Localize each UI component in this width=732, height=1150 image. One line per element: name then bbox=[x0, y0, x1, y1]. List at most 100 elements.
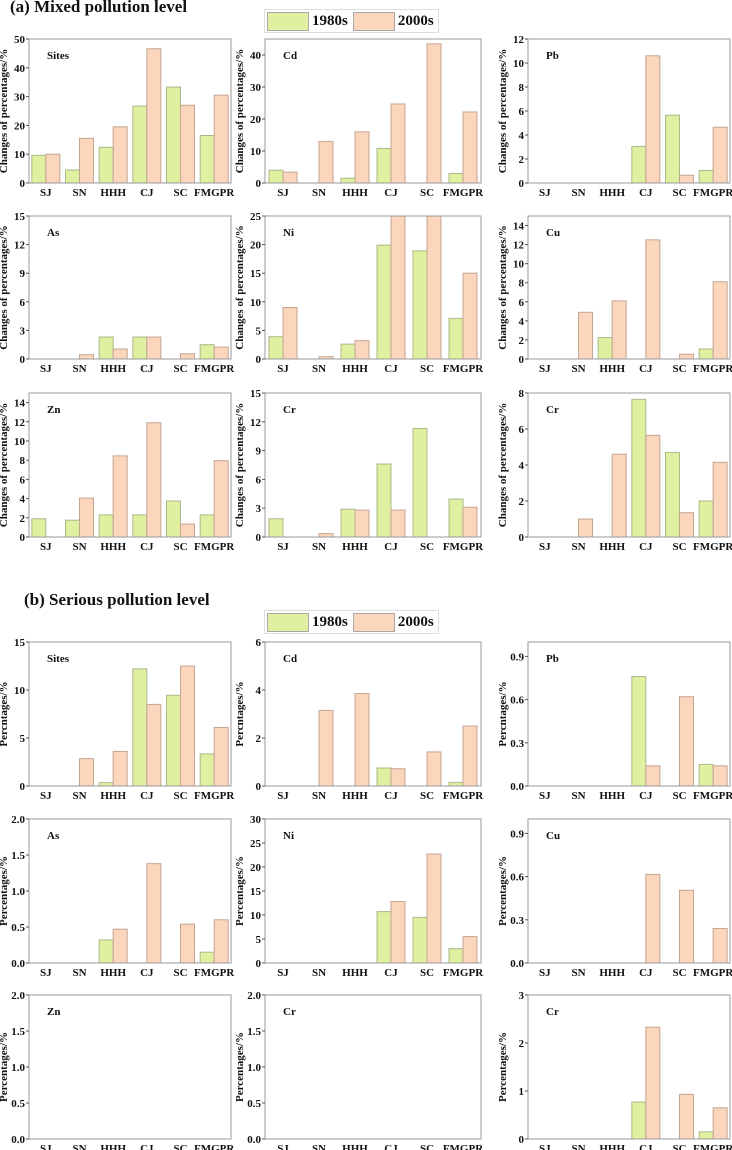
x-tick-label: FMGPR bbox=[693, 187, 732, 199]
y-tick-label: 0 bbox=[519, 532, 525, 544]
legend-swatch-2000s bbox=[352, 11, 395, 31]
section-a-title: (a) Mixed pollution level bbox=[10, 0, 188, 16]
x-tick-label: HHH bbox=[342, 1143, 368, 1150]
y-axis-label: Changes of percentages/% bbox=[497, 225, 509, 349]
chart-panel-cr: 0 3 6 9 12 15 SJ SN HHH CJ SC FMGPR Cr Changes of per… bbox=[234, 388, 484, 553]
x-tick-label: CJ bbox=[384, 1143, 398, 1150]
y-tick-label: 15 bbox=[250, 886, 262, 898]
x-tick-label: FMGPR bbox=[443, 1143, 484, 1150]
bar-1980s-sc bbox=[166, 694, 181, 787]
bar-1980s-hhh bbox=[340, 177, 356, 184]
y-tick-label: 30 bbox=[250, 814, 262, 826]
x-tick-label: CJ bbox=[639, 363, 653, 375]
y-tick-label: 10 bbox=[250, 297, 262, 309]
y-tick-label: 2.0 bbox=[11, 814, 25, 826]
bar-2000s-sc bbox=[180, 665, 195, 787]
y-tick-label: 1.0 bbox=[11, 886, 25, 898]
panel-title: Sites bbox=[47, 50, 70, 62]
bar-1980s-cj bbox=[376, 911, 392, 964]
bar-2000s-fmgpr bbox=[213, 346, 229, 360]
bar-1980s-cj bbox=[132, 514, 148, 538]
y-tick-label: 0 bbox=[256, 178, 262, 190]
y-tick-label: 8 bbox=[519, 388, 525, 400]
plot-frame bbox=[28, 818, 232, 964]
y-tick-label: 1.5 bbox=[11, 850, 25, 862]
y-tick-label: 0.9 bbox=[510, 651, 524, 663]
bar-2000s-sj bbox=[282, 307, 298, 360]
y-axis-label: Changes of percentages/% bbox=[0, 49, 10, 173]
plot-frame bbox=[264, 641, 482, 787]
legend-label-1980s: 1980s bbox=[312, 12, 348, 29]
y-tick-label: 0 bbox=[519, 1134, 525, 1146]
plot-frame bbox=[28, 392, 232, 538]
bar-1980s-fmgpr bbox=[199, 344, 215, 360]
y-tick-label: 12 bbox=[14, 240, 26, 252]
y-tick-label: 3 bbox=[519, 990, 525, 1002]
bar-2000s-sn bbox=[578, 311, 593, 360]
bar-2000s-hhh bbox=[354, 340, 370, 360]
bar-2000s-hhh bbox=[354, 131, 370, 184]
bar-2000s-sn bbox=[79, 758, 94, 787]
x-tick-label: SN bbox=[312, 187, 326, 199]
x-tick-label: CJ bbox=[140, 541, 154, 553]
x-tick-label: SJ bbox=[539, 967, 551, 979]
x-tick-label: FMGPR bbox=[194, 967, 235, 979]
x-tick-label: SJ bbox=[277, 967, 289, 979]
x-tick-label: HHH bbox=[599, 541, 625, 553]
bar-1980s-sn bbox=[65, 519, 80, 538]
x-tick-label: HHH bbox=[342, 363, 368, 375]
bar-2000s-hhh bbox=[354, 693, 370, 787]
y-tick-label: 8 bbox=[519, 82, 525, 94]
x-tick-label: CJ bbox=[639, 790, 653, 802]
panel-title: Cd bbox=[283, 653, 297, 665]
bar-2000s-cj bbox=[146, 422, 162, 538]
bar-2000s-fmgpr bbox=[712, 1107, 728, 1140]
bar-1980s-hhh bbox=[340, 343, 356, 360]
bar-1980s-fmgpr bbox=[199, 753, 215, 787]
x-tick-label: CJ bbox=[384, 790, 398, 802]
plot-frame bbox=[527, 641, 731, 787]
x-tick-label: SJ bbox=[539, 1143, 551, 1150]
bar-2000s-sn bbox=[318, 533, 334, 538]
y-tick-label: 0.9 bbox=[510, 828, 524, 840]
bar-1980s-fmgpr bbox=[448, 948, 464, 964]
y-tick-label: 0.0 bbox=[11, 1134, 25, 1146]
y-tick-label: 2 bbox=[20, 513, 26, 525]
bar-1980s-fmgpr bbox=[698, 169, 714, 184]
y-axis-label: Percentages/% bbox=[234, 856, 246, 926]
bar-1980s-cj bbox=[376, 147, 392, 184]
x-tick-label: SN bbox=[72, 1143, 86, 1150]
bar-2000s-sc bbox=[426, 215, 442, 360]
x-tick-label: SN bbox=[571, 541, 585, 553]
y-axis-label: Percntages/% bbox=[497, 681, 509, 746]
y-tick-label: 25 bbox=[250, 838, 262, 850]
y-axis-label: Percentages/% bbox=[0, 1032, 10, 1102]
x-tick-label: CJ bbox=[384, 967, 398, 979]
y-axis-label: Changes of percentages/% bbox=[234, 49, 246, 173]
bar-2000s-hhh bbox=[112, 928, 128, 964]
bar-1980s-hhh bbox=[597, 337, 613, 360]
chart-panel-cu: 0.0 0.3 0.6 0.9 SJ SN HHH CJ SC FMGPR Cu Percentage… bbox=[497, 818, 732, 979]
bar-2000s-fmgpr bbox=[462, 111, 478, 184]
y-tick-label: 4 bbox=[256, 685, 262, 697]
x-tick-label: CJ bbox=[384, 187, 398, 199]
panel-title: Cu bbox=[546, 830, 560, 842]
bar-2000s-hhh bbox=[112, 348, 128, 360]
y-tick-label: 1.0 bbox=[247, 1062, 261, 1074]
x-tick-label: SN bbox=[571, 363, 585, 375]
y-tick-label: 15 bbox=[250, 268, 262, 280]
x-tick-label: FMGPR bbox=[194, 363, 235, 375]
legend-label-2000s: 2000s bbox=[397, 12, 434, 29]
chart-panel-pb: 0 2 4 6 8 10 12 SJ SN HHH CJ SC FMGPR Pb Changes of pe… bbox=[497, 34, 732, 199]
plot-frame bbox=[264, 392, 482, 538]
bar-2000s-cj bbox=[645, 55, 661, 184]
y-tick-label: 4 bbox=[519, 130, 525, 142]
plot-frame bbox=[28, 38, 232, 184]
y-tick-label: 14 bbox=[513, 221, 525, 233]
x-tick-label: SC bbox=[672, 967, 686, 979]
bar-2000s-cj bbox=[390, 509, 406, 538]
x-tick-label: SC bbox=[173, 790, 187, 802]
chart-panel-cr: 0 1 2 3 SJ SN HHH CJ SC FMGPR Cr Percentages/% bbox=[497, 990, 732, 1150]
x-tick-label: SC bbox=[420, 1143, 434, 1150]
bar-1980s-fmgpr bbox=[199, 134, 215, 184]
